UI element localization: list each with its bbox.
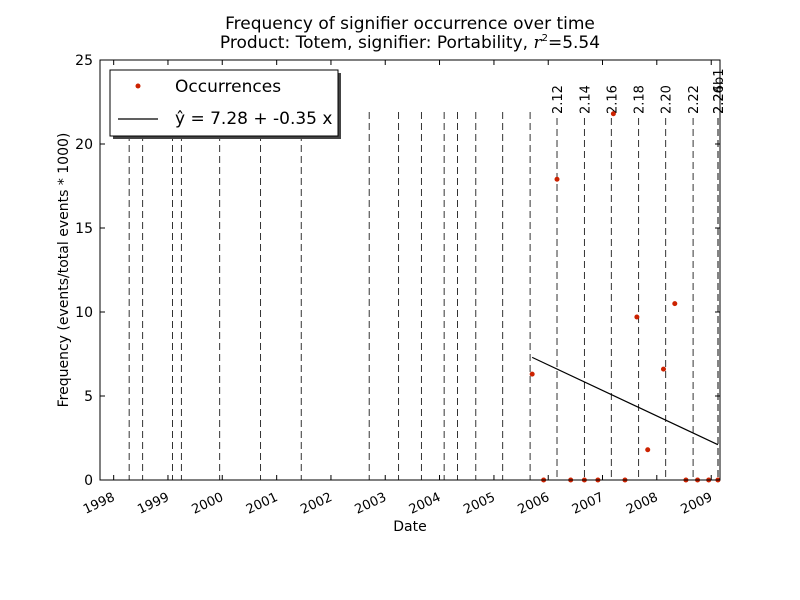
x-tick-label-2005: 2005 (461, 490, 497, 518)
x-tick-label-2003: 2003 (353, 490, 389, 518)
legend-marker-occurrences (135, 83, 141, 89)
occurrence-point-9 (645, 447, 651, 453)
chart-title: Frequency of signifier occurrence over t… (225, 14, 595, 34)
event-label-2.12: 2.12 (551, 85, 566, 114)
x-tick-label-2002: 2002 (298, 490, 334, 518)
occurrence-point-8 (634, 314, 640, 320)
y-tick-label-20: 20 (75, 137, 93, 153)
y-tick-label-5: 5 (84, 389, 93, 405)
occurrence-point-2 (554, 176, 560, 182)
occurrence-point-0 (529, 371, 535, 377)
x-tick-label-2007: 2007 (570, 490, 606, 518)
x-tick-label-2009: 2009 (679, 490, 715, 518)
x-tick-label-1998: 1998 (81, 490, 117, 518)
subtitle-r-exp: 2 (542, 33, 548, 44)
event-label-2.18: 2.18 (633, 85, 648, 114)
event-label-2.22: 2.22 (687, 85, 702, 114)
x-tick-label-2004: 2004 (407, 490, 443, 518)
legend-label-fit: ŷ = 7.28 + -0.35 x (175, 109, 332, 129)
x-tick-label-2006: 2006 (516, 490, 552, 518)
plot-frame (99, 59, 721, 481)
x-tick-label-2001: 2001 (244, 490, 280, 518)
legend-label-occurrences: Occurrences (175, 77, 281, 97)
x-tick-label-2008: 2008 (624, 490, 660, 518)
y-axis-label: Frequency (events/total events * 1000) (56, 133, 72, 408)
chart-subtitle: Product: Totem, signifier: Portability, … (220, 33, 600, 53)
event-label-2.14: 2.14 (578, 85, 593, 114)
y-tick-label-15: 15 (75, 221, 93, 237)
occurrence-point-10 (660, 366, 666, 372)
subtitle-prefix: Product: Totem, signifier: Portability, (220, 33, 534, 53)
subtitle-r2-value: =5.54 (548, 33, 600, 53)
regression-line-layer (531, 356, 719, 446)
y-tick-label-0: 0 (84, 473, 93, 489)
event-label-2.20: 2.20 (660, 85, 675, 114)
subtitle-r-symbol: r (533, 33, 542, 53)
y-tick-label-25: 25 (75, 53, 93, 69)
x-axis-label: Date (393, 519, 426, 535)
legend: Occurrences ŷ = 7.28 + -0.35 x (109, 69, 341, 139)
occurrence-point-11 (672, 301, 678, 307)
x-tick-label-2000: 2000 (190, 490, 226, 518)
legend-box (109, 69, 339, 137)
regression-line (531, 356, 719, 446)
y-tick-label-10: 10 (75, 305, 93, 321)
event-label-2.16: 2.16 (605, 85, 620, 114)
occurrence-point-6 (610, 111, 616, 117)
occurrence-points-layer (529, 111, 721, 483)
x-tick-label-1999: 1999 (135, 490, 171, 518)
y-axis-ticks: 0 5 10 15 20 25 (75, 53, 720, 489)
